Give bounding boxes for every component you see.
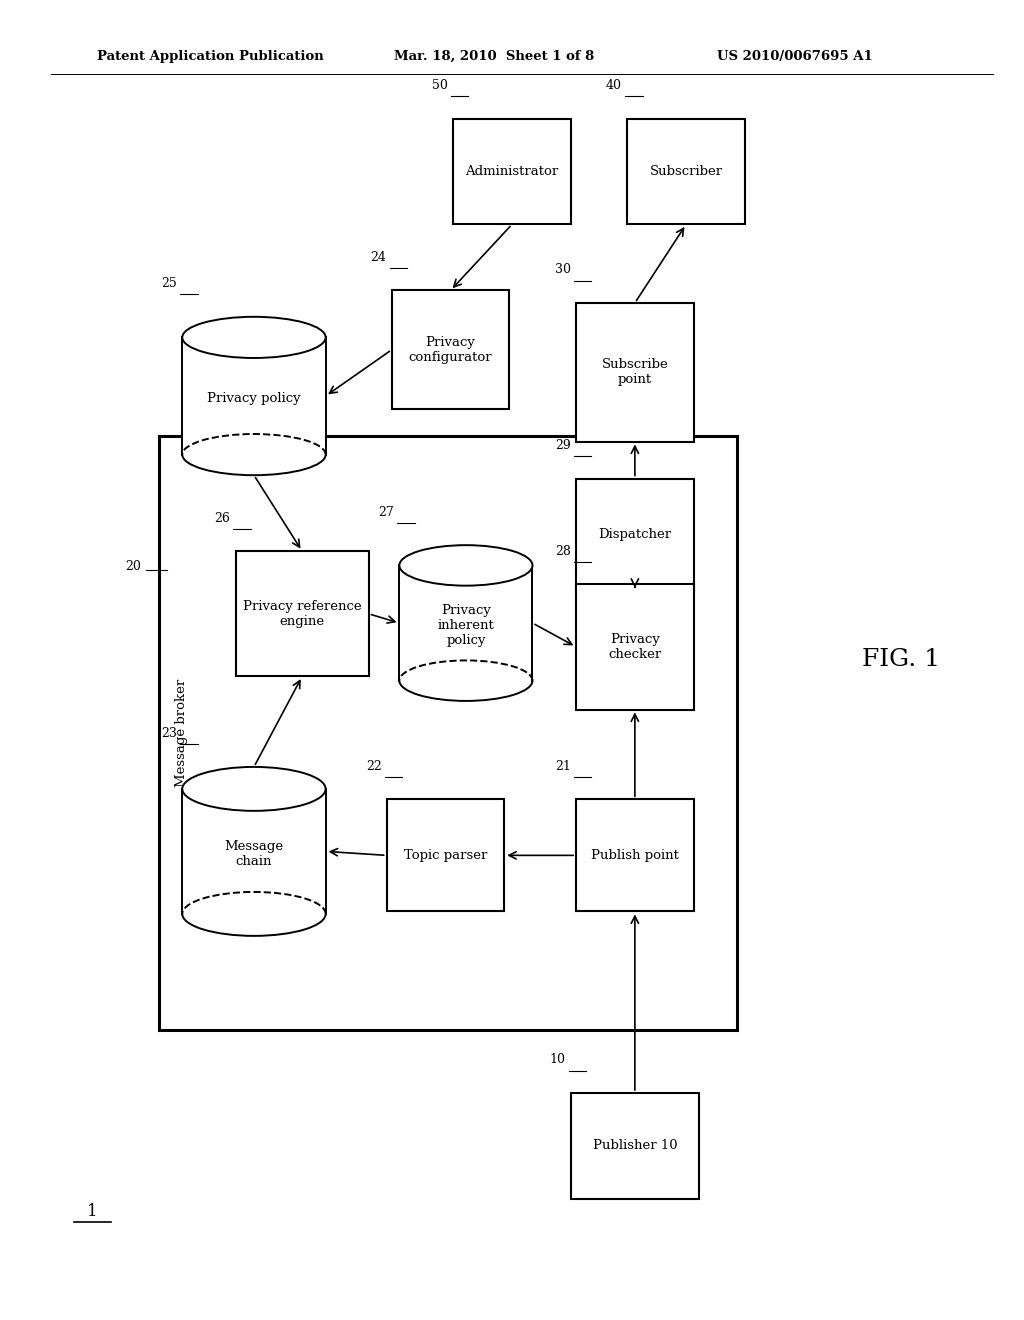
Text: Privacy reference
engine: Privacy reference engine (243, 599, 361, 628)
Text: 24: 24 (371, 251, 387, 264)
FancyBboxPatch shape (575, 799, 694, 911)
Text: Subscriber: Subscriber (649, 165, 723, 178)
Text: 23: 23 (161, 727, 177, 741)
Ellipse shape (182, 767, 326, 810)
Bar (182, 338, 326, 454)
Bar (182, 789, 326, 913)
Text: Privacy
inherent
policy: Privacy inherent policy (437, 603, 495, 647)
Text: Patent Application Publication: Patent Application Publication (97, 50, 324, 63)
Text: 22: 22 (366, 760, 381, 772)
FancyBboxPatch shape (159, 436, 737, 1030)
FancyBboxPatch shape (453, 119, 571, 224)
Bar (399, 565, 532, 681)
Text: 1: 1 (87, 1204, 97, 1220)
Ellipse shape (182, 317, 326, 358)
FancyBboxPatch shape (575, 583, 694, 710)
Text: 25: 25 (162, 277, 177, 290)
Text: Mar. 18, 2010  Sheet 1 of 8: Mar. 18, 2010 Sheet 1 of 8 (394, 50, 595, 63)
FancyBboxPatch shape (575, 304, 694, 441)
Text: 26: 26 (214, 512, 230, 524)
Ellipse shape (399, 545, 532, 586)
Text: 29: 29 (555, 440, 571, 451)
Text: 27: 27 (379, 506, 394, 519)
Text: Message
chain: Message chain (224, 840, 284, 867)
FancyBboxPatch shape (575, 479, 694, 591)
Text: 30: 30 (555, 264, 571, 276)
FancyBboxPatch shape (387, 799, 504, 911)
FancyBboxPatch shape (571, 1093, 698, 1199)
Text: 21: 21 (555, 760, 571, 772)
Text: Subscribe
point: Subscribe point (601, 358, 669, 387)
Text: 20: 20 (125, 560, 141, 573)
Text: FIG. 1: FIG. 1 (862, 648, 940, 672)
Text: Privacy
configurator: Privacy configurator (409, 335, 493, 364)
FancyBboxPatch shape (236, 552, 369, 676)
Text: 50: 50 (432, 79, 449, 92)
Text: Publisher 10: Publisher 10 (593, 1139, 677, 1152)
Text: 10: 10 (550, 1053, 565, 1067)
Text: Administrator: Administrator (465, 165, 559, 178)
Text: Dispatcher: Dispatcher (598, 528, 672, 541)
FancyBboxPatch shape (391, 290, 510, 409)
Text: 40: 40 (606, 79, 623, 92)
Text: Privacy
checker: Privacy checker (608, 632, 662, 661)
Text: Topic parser: Topic parser (403, 849, 487, 862)
Text: Privacy policy: Privacy policy (207, 392, 301, 404)
Text: 28: 28 (555, 545, 571, 557)
FancyBboxPatch shape (627, 119, 745, 224)
Text: US 2010/0067695 A1: US 2010/0067695 A1 (717, 50, 872, 63)
Text: Message broker: Message broker (175, 678, 187, 787)
Text: Publish point: Publish point (591, 849, 679, 862)
